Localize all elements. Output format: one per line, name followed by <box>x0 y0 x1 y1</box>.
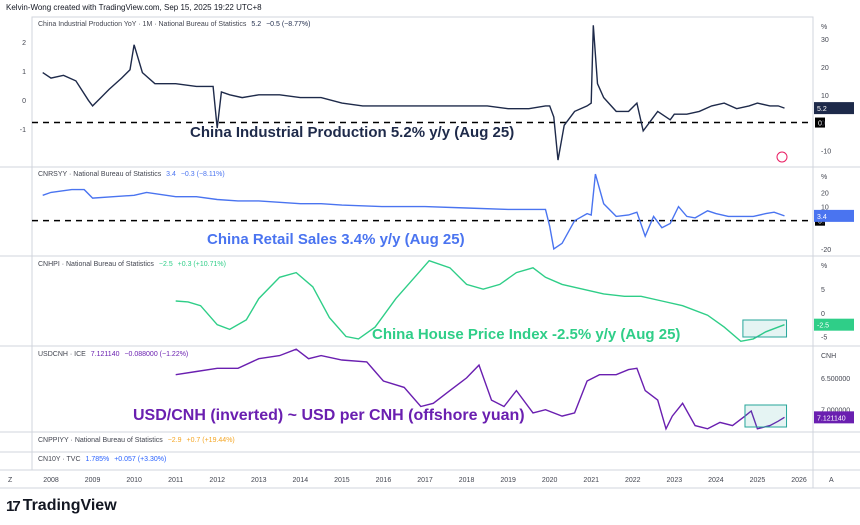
series-line-1 <box>42 173 785 251</box>
lightning-icon <box>776 151 788 163</box>
y-tick-2-0: 5 <box>821 287 825 294</box>
left-tick-1: 1 <box>22 69 26 76</box>
left-tick-2: 0 <box>22 98 26 105</box>
legend-retail[interactable]: CNRSYY · National Bureau of Statistics 3… <box>38 171 228 178</box>
y-tick-1-3: -20 <box>821 247 831 254</box>
y-tick-2-1: 0 <box>821 311 825 318</box>
legend-house[interactable]: CNHPI · National Bureau of Statistics −2… <box>38 261 229 268</box>
x-tick-2011: 2011 <box>168 477 183 484</box>
last-value-badge-1 <box>814 209 854 222</box>
chart-frame <box>0 16 860 489</box>
unit-label-1: % <box>821 174 827 181</box>
last-value-badge-3 <box>814 411 854 424</box>
last-value-text-3: 7.121140 <box>817 415 846 422</box>
y-tick-3-0: 6.500000 <box>821 376 850 383</box>
annotation-usdcnh: USD/CNH (inverted) ~ USD per CNH (offsho… <box>133 407 525 424</box>
tradingview-name: TradingView <box>22 497 117 514</box>
y-tick-1-2: 0 <box>821 219 825 226</box>
tradingview-brand[interactable]: 17 TradingView <box>6 497 117 515</box>
series-line-2 <box>175 259 785 343</box>
legend-usdcnh-value: 7.121140 <box>90 351 120 358</box>
chart-axes-layer: 0%3020100-10210-15.20%20100-203.4%50-5-2… <box>8 24 854 484</box>
x-tick-2023: 2023 <box>667 477 683 484</box>
x-tick-2018: 2018 <box>459 477 475 484</box>
x-tick-2008: 2008 <box>43 477 59 484</box>
x-tick-2020: 2020 <box>542 477 558 484</box>
ref-marker-label-1: 0 <box>818 219 822 226</box>
last-value-text-0: 5.2 <box>817 106 827 113</box>
legend-house-name: CNHPI · National Bureau of Statistics <box>38 261 154 268</box>
legend-retail-value: 3.4 <box>166 171 176 178</box>
annotation-ip: China Industrial Production 5.2% y/y (Au… <box>190 124 515 141</box>
last-value-text-2: -2.5 <box>817 323 829 330</box>
axis-corner-right: A <box>829 477 834 484</box>
axis-corner-left: Z <box>8 477 13 484</box>
unit-label-2: % <box>821 263 827 270</box>
annotation-retail: China Retail Sales 3.4% y/y (Aug 25) <box>207 231 465 248</box>
y-tick-2-2: -5 <box>821 335 827 342</box>
legend-usdcnh-name: USDCNH · ICE <box>38 351 86 358</box>
x-tick-2019: 2019 <box>500 477 516 484</box>
legend-ppi[interactable]: CNPPIYY · National Bureau of Statistics … <box>38 437 238 444</box>
x-tick-2013: 2013 <box>251 477 267 484</box>
x-tick-2021: 2021 <box>583 477 599 484</box>
series-line-3 <box>175 348 785 431</box>
legend-retail-change: −0.3 (−8.11%) <box>180 171 225 178</box>
x-tick-2016: 2016 <box>376 477 392 484</box>
left-tick-3: -1 <box>20 127 26 134</box>
legend-ip-value: 5.2 <box>251 21 262 28</box>
y-tick-1-1: 10 <box>821 205 829 212</box>
x-tick-2015: 2015 <box>334 477 350 484</box>
legend-house-value: −2.5 <box>158 261 173 268</box>
legend-ppi-change: +0.7 (+19.44%) <box>186 437 235 444</box>
y-tick-0-0: 30 <box>821 37 829 44</box>
series-line-0 <box>42 25 785 161</box>
legend-ppi-value: −2.9 <box>167 437 182 444</box>
legend-usdcnh-change: −0.088000 (−1.22%) <box>124 351 189 358</box>
legend-ip[interactable]: China Industrial Production YoY · 1M · N… <box>38 21 313 28</box>
left-tick-0: 2 <box>22 40 26 47</box>
x-tick-2017: 2017 <box>417 477 433 484</box>
last-value-badge-0 <box>814 102 854 115</box>
x-tick-2012: 2012 <box>209 477 225 484</box>
highlight-box-house <box>742 319 788 338</box>
legend-cn10y-value: 1.785% <box>85 456 110 463</box>
legend-usdcnh[interactable]: USDCNH · ICE 7.121140 −0.088000 (−1.22%) <box>38 351 191 358</box>
legend-cn10y-name: CN10Y · TVC <box>38 456 81 463</box>
y-tick-0-3: 0 <box>821 121 825 128</box>
legend-ip-name: China Industrial Production YoY · 1M · N… <box>38 21 247 28</box>
x-tick-2010: 2010 <box>126 477 142 484</box>
tradingview-logo-icon: 17 <box>6 497 21 515</box>
x-tick-2025: 2025 <box>750 477 766 484</box>
legend-ip-change: −0.5 (−8.77%) <box>266 21 311 28</box>
x-tick-2009: 2009 <box>85 477 101 484</box>
y-tick-3-1: 7.000000 <box>821 408 850 415</box>
ref-marker-label-0: 0 <box>818 121 822 128</box>
legend-house-change: +0.3 (+10.71%) <box>177 261 226 268</box>
x-tick-2014: 2014 <box>293 477 309 484</box>
last-value-badge-2 <box>814 318 854 331</box>
legend-cn10y-change: +0.057 (+3.30%) <box>114 456 167 463</box>
legend-retail-name: CNRSYY · National Bureau of Statistics <box>38 171 162 178</box>
unit-label-0: % <box>821 24 827 31</box>
chart-credit: Kelvin-Wong created with TradingView.com… <box>6 3 262 12</box>
unit-label-3: CNH <box>821 353 836 360</box>
y-tick-0-1: 20 <box>821 65 829 72</box>
y-tick-0-4: -10 <box>821 148 831 155</box>
x-tick-2026: 2026 <box>791 477 807 484</box>
y-tick-0-2: 10 <box>821 93 829 100</box>
chart-series-layer <box>32 25 813 431</box>
ref-marker-0 <box>815 117 825 128</box>
legend-ppi-name: CNPPIYY · National Bureau of Statistics <box>38 437 163 444</box>
last-value-text-1: 3.4 <box>817 214 827 221</box>
highlight-box-usdcnh <box>744 404 788 428</box>
y-tick-1-0: 20 <box>821 190 829 197</box>
annotation-house: China House Price Index -2.5% y/y (Aug 2… <box>372 326 681 343</box>
x-tick-2024: 2024 <box>708 477 724 484</box>
x-tick-2022: 2022 <box>625 477 641 484</box>
legend-cn10y[interactable]: CN10Y · TVC 1.785% +0.057 (+3.30%) <box>38 456 169 463</box>
